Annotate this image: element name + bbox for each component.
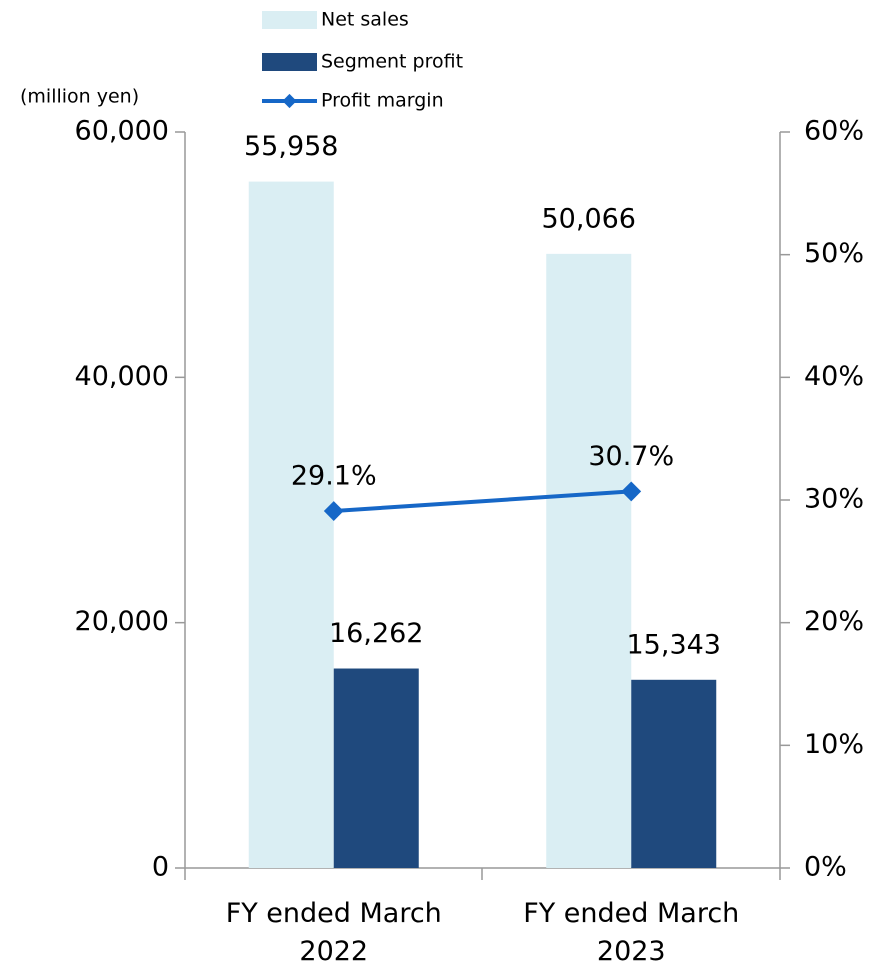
data-label: 29.1% — [291, 461, 377, 492]
bar — [631, 679, 717, 868]
legend-swatch — [262, 11, 317, 29]
legend-label: Segment profit — [321, 51, 463, 73]
data-label: 50,066 — [542, 203, 636, 234]
data-label: 16,262 — [329, 618, 423, 649]
legend-label: Profit margin — [321, 90, 444, 112]
y-tick-label: 0 — [152, 852, 169, 883]
y2-tick-label: 50% — [804, 238, 864, 269]
y2-tick-label: 60% — [804, 116, 864, 147]
y2-tick-label: 30% — [804, 484, 864, 515]
marker — [621, 481, 642, 502]
line — [333, 489, 632, 514]
bar — [333, 668, 419, 868]
legend-marker — [282, 93, 297, 109]
data-label: 15,343 — [627, 629, 721, 660]
legend-label: Net sales — [321, 9, 409, 31]
y2-tick-label: 0% — [804, 852, 847, 883]
x-tick-label: FY ended March 2023 — [523, 898, 740, 967]
data-label: 30.7% — [588, 441, 674, 472]
y-tick-label: 40,000 — [75, 361, 169, 392]
x-tick-label: FY ended March 2022 — [225, 898, 442, 967]
y2-tick-label: 10% — [804, 729, 864, 760]
y2-tick-label: 40% — [804, 361, 864, 392]
legend-swatch — [262, 53, 317, 71]
bar — [248, 181, 334, 869]
y-tick-label: 20,000 — [75, 606, 169, 637]
y-tick-label: 60,000 — [75, 116, 169, 147]
y2-tick-label: 20% — [804, 606, 864, 637]
data-label: 55,958 — [244, 131, 338, 162]
marker — [323, 501, 344, 521]
y-axis-label: (million yen) — [20, 86, 139, 108]
bar — [546, 253, 632, 869]
